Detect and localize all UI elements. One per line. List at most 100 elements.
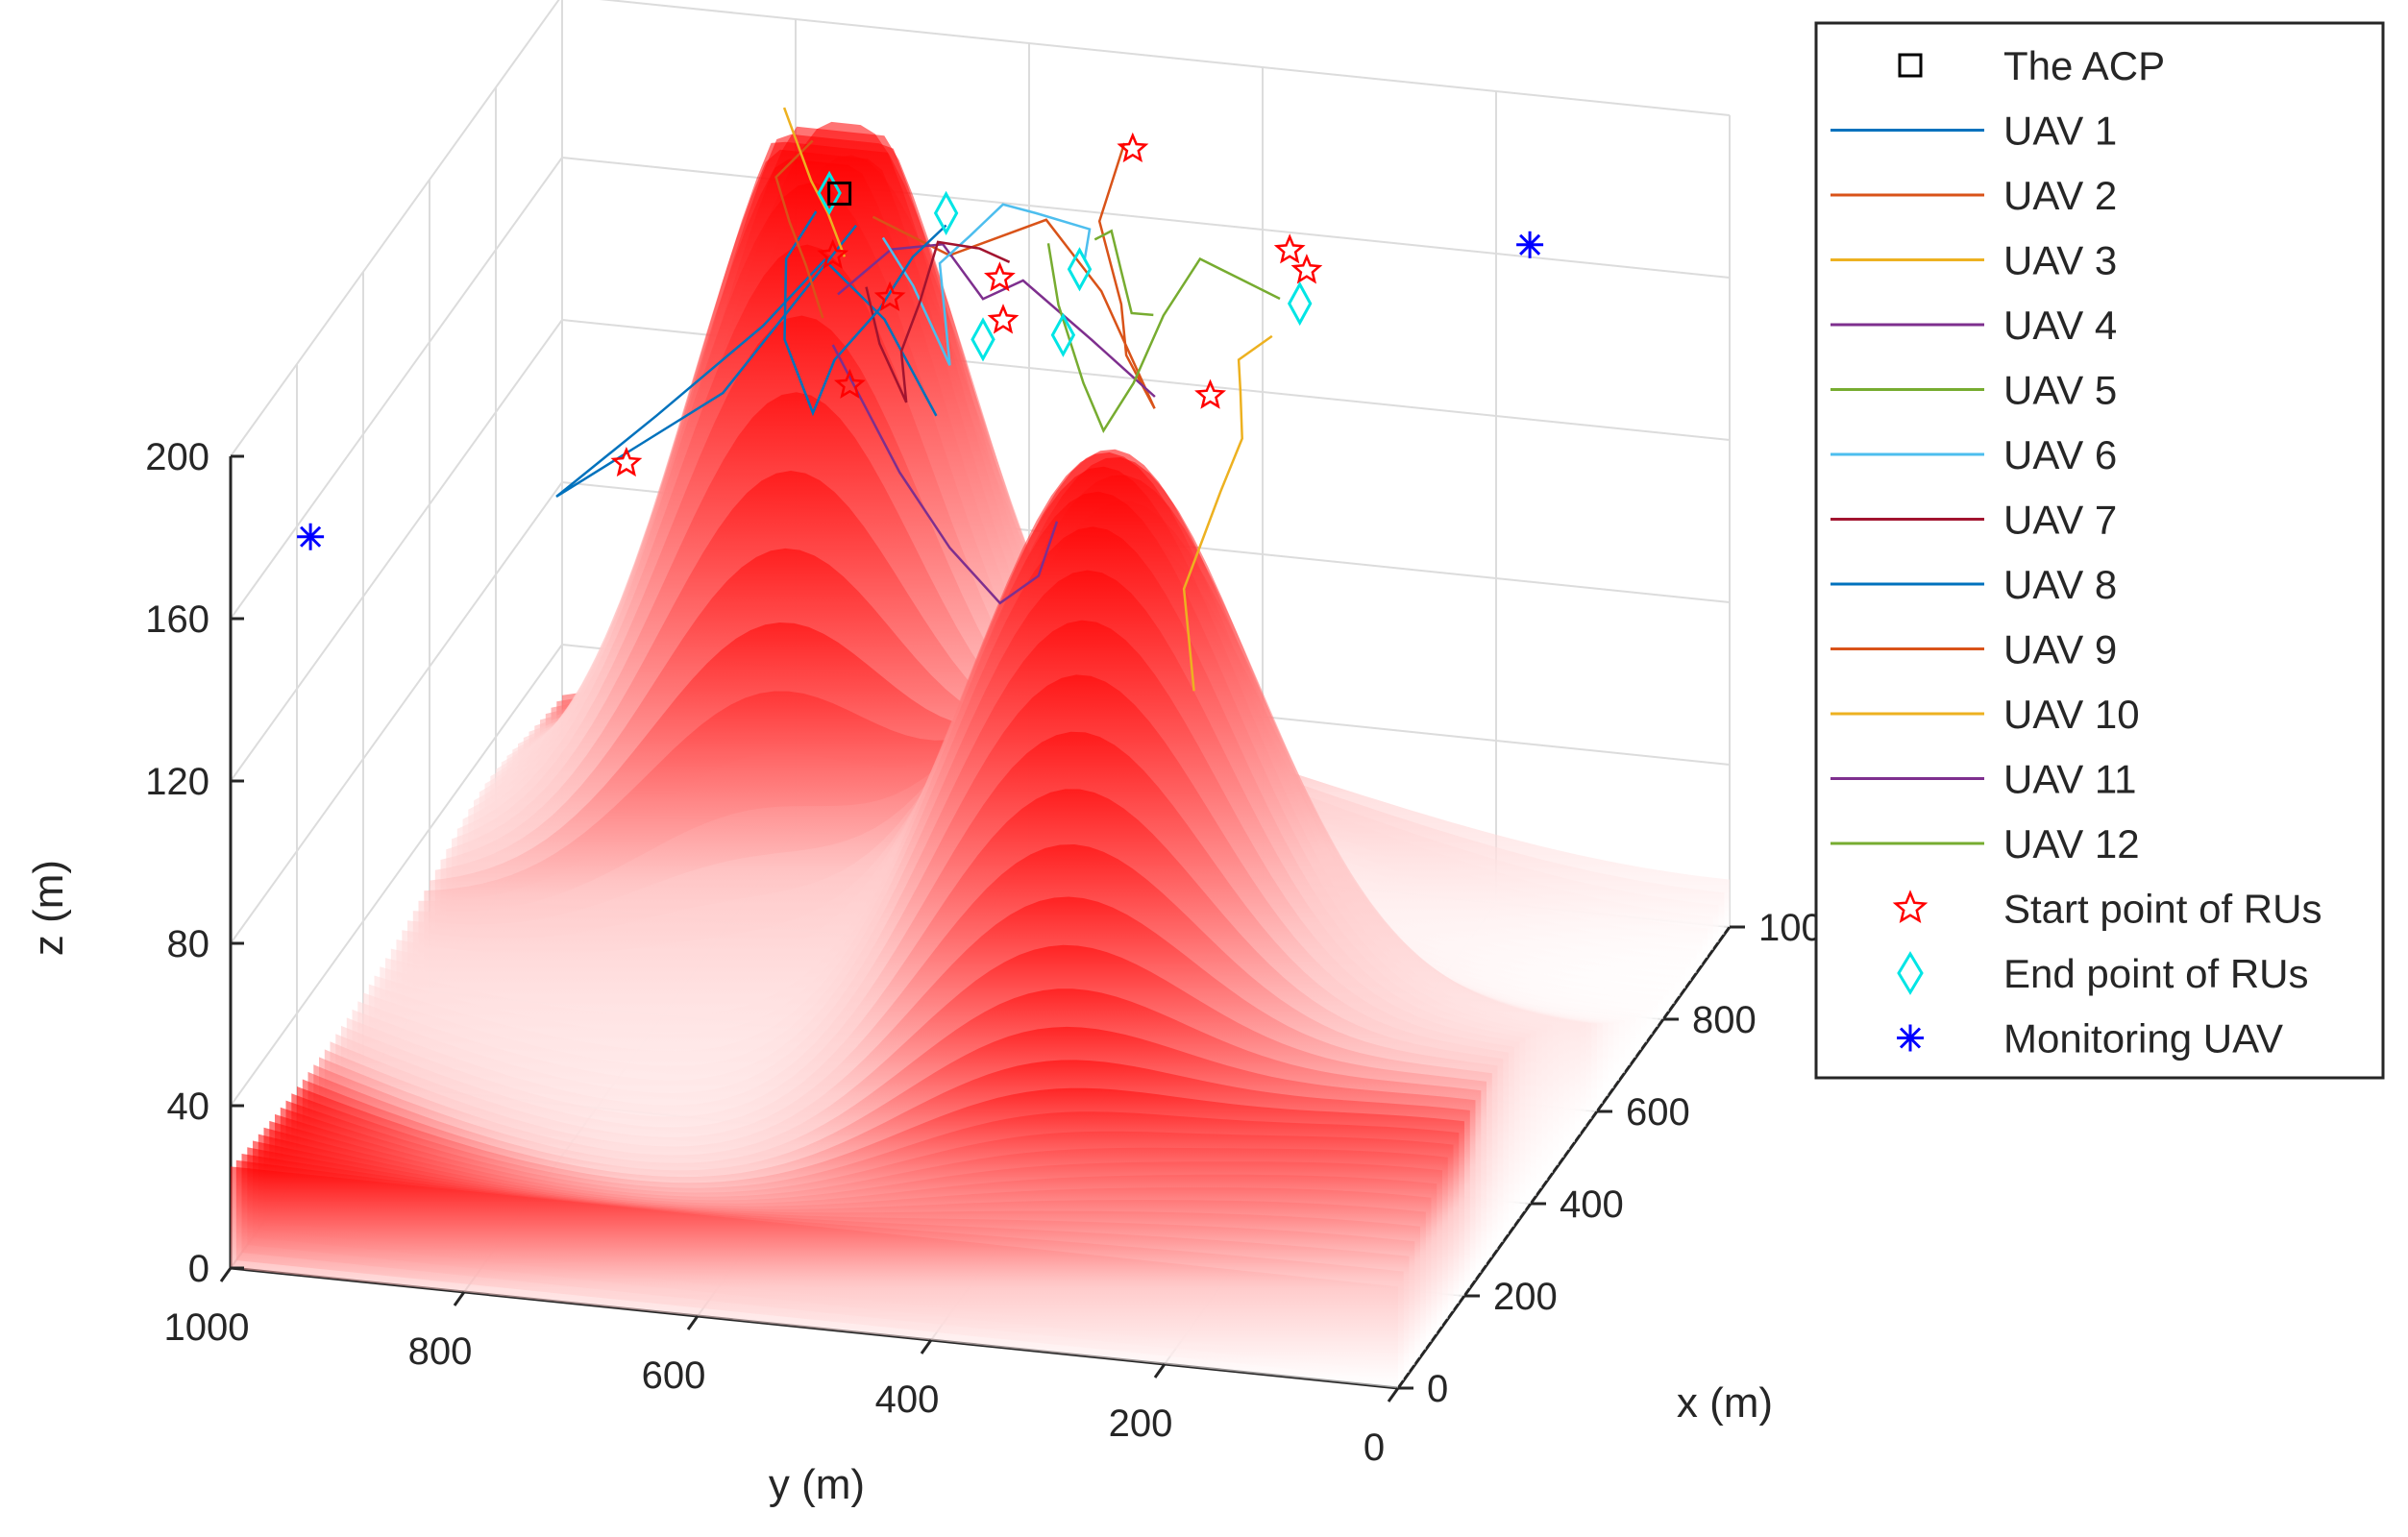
z-tick-label: 120	[145, 761, 209, 803]
legend-label: UAV 4	[2003, 303, 2117, 348]
legend-label: The ACP	[2003, 43, 2165, 88]
trajectory-uav-12	[1093, 229, 1154, 317]
trajectory-uav-1	[555, 224, 938, 499]
x-tick-label: 600	[1626, 1091, 1690, 1134]
x-tick-label: 200	[1493, 1276, 1558, 1318]
y-tick-label: 0	[1364, 1427, 1385, 1469]
legend-entry: Monitoring UAV	[1897, 1016, 2283, 1061]
monitoring-uav-marker	[1516, 231, 1544, 258]
start-point-marker	[817, 238, 849, 269]
y-tick-mark	[1153, 1363, 1167, 1378]
start-point-marker	[983, 261, 1016, 292]
grid-line	[230, 157, 563, 620]
y-tick-mark	[920, 1339, 933, 1354]
marker-stroke	[300, 525, 322, 548]
legend-entry: Start point of RUs	[1892, 887, 2322, 932]
legend-entries: The ACP UAV 1 UAV 2 UAV 3 UAV 4 UAV 5 UAV 6 UAV…	[1831, 43, 2322, 1061]
start-point-marker	[1117, 132, 1149, 163]
y-tick-label: 200	[1109, 1403, 1173, 1445]
legend-diamond-marker	[1897, 951, 1924, 995]
end-point-marker	[1067, 247, 1093, 292]
end-point-marker	[817, 170, 842, 216]
x-tick-label: 400	[1560, 1183, 1624, 1226]
grid-line	[599, 0, 1731, 116]
legend-entry: UAV 5	[1831, 368, 2117, 413]
acp-marker	[827, 181, 852, 206]
y-tick-label: 600	[642, 1354, 706, 1397]
y-tick-mark	[219, 1267, 233, 1282]
start-point-marker	[987, 304, 1020, 334]
legend-entry: UAV 12	[1831, 821, 2140, 866]
trajectory-uav-9	[774, 139, 824, 319]
z-tick-label: 80	[167, 923, 210, 965]
legend-entry: UAV 11	[1831, 757, 2137, 802]
legend-label: UAV 6	[2003, 432, 2117, 477]
legend-label: UAV 10	[2003, 692, 2140, 737]
legend-entry: The ACP	[1898, 43, 2165, 88]
legend-label: UAV 8	[2003, 562, 2117, 607]
marker-layer	[297, 132, 1544, 550]
legend-label: End point of RUs	[2003, 951, 2309, 996]
y-tick-mark	[686, 1315, 700, 1330]
legend-box	[1814, 21, 2385, 1080]
y-tick-label: 400	[875, 1378, 940, 1421]
trajectory-uav-10	[782, 107, 847, 257]
z-axis-label: z (m)	[25, 860, 72, 956]
end-point-marker	[971, 317, 995, 362]
end-point-marker	[1287, 281, 1313, 327]
legend-label: UAV 5	[2003, 368, 2117, 413]
start-point-marker	[833, 368, 866, 399]
legend-label: UAV 2	[2003, 173, 2117, 218]
trajectory-layer	[555, 107, 1281, 692]
legend-square-marker	[1898, 53, 1923, 78]
y-tick-label: 1000	[164, 1306, 250, 1349]
trajectory-uav-6	[881, 203, 1092, 366]
grid-line	[230, 644, 563, 1107]
y-tick-mark	[453, 1291, 466, 1306]
start-point-marker	[873, 281, 906, 311]
legend-label: UAV 1	[2003, 109, 2117, 154]
start-point-marker	[1194, 378, 1227, 409]
legend-label: UAV 7	[2003, 498, 2117, 543]
legend-entry: UAV 8	[1831, 562, 2117, 607]
legend-entry: UAV 4	[1831, 303, 2117, 348]
trajectory-uav-8	[783, 210, 947, 417]
grid-line	[230, 481, 563, 944]
monitoring-uav-marker	[297, 523, 325, 550]
legend-entry: UAV 1	[1831, 109, 2117, 154]
legend-entry: UAV 7	[1831, 498, 2117, 543]
y-tick-label: 800	[408, 1330, 473, 1373]
y-tick-mark	[1387, 1387, 1400, 1403]
legend-entry: UAV 3	[1831, 238, 2117, 283]
trajectory-uav-3	[1182, 334, 1273, 692]
z-tick-label: 0	[188, 1248, 209, 1290]
start-point-marker	[1273, 233, 1306, 264]
end-point-marker	[933, 190, 959, 235]
legend-entry: End point of RUs	[1897, 951, 2309, 996]
z-tick-label: 40	[167, 1086, 210, 1128]
legend-label: Monitoring UAV	[2003, 1016, 2283, 1061]
legend-label: UAV 3	[2003, 238, 2117, 283]
legend-entry: UAV 6	[1831, 432, 2117, 477]
x-tick-label: 800	[1692, 999, 1757, 1041]
legend: The ACP UAV 1 UAV 2 UAV 3 UAV 4 UAV 5 UAV 6 UAV…	[1814, 21, 2385, 1080]
trajectory-uav-2	[872, 142, 1156, 409]
trajectory-uav-11	[831, 344, 1059, 605]
legend-label: UAV 9	[2003, 627, 2117, 672]
legend-entry: UAV 10	[1831, 692, 2140, 737]
legend-star-marker	[1892, 890, 1929, 924]
z-tick-label: 160	[145, 598, 209, 641]
grid-line	[561, 157, 1731, 279]
legend-entry: UAV 2	[1831, 173, 2117, 218]
terrain-slice	[231, 1166, 1398, 1388]
x-axis-label: x (m)	[1677, 1379, 1773, 1427]
legend-label: UAV 11	[2003, 757, 2137, 802]
x-tick-label: 0	[1427, 1368, 1448, 1410]
legend-label: Start point of RUs	[2003, 887, 2322, 932]
legend-asterisk-stroke	[1899, 1027, 1922, 1049]
z-tick-label: 200	[145, 436, 209, 478]
end-point-marker	[1050, 312, 1076, 357]
legend-label: UAV 12	[2003, 821, 2140, 866]
trajectory-uav-5	[1046, 243, 1281, 433]
